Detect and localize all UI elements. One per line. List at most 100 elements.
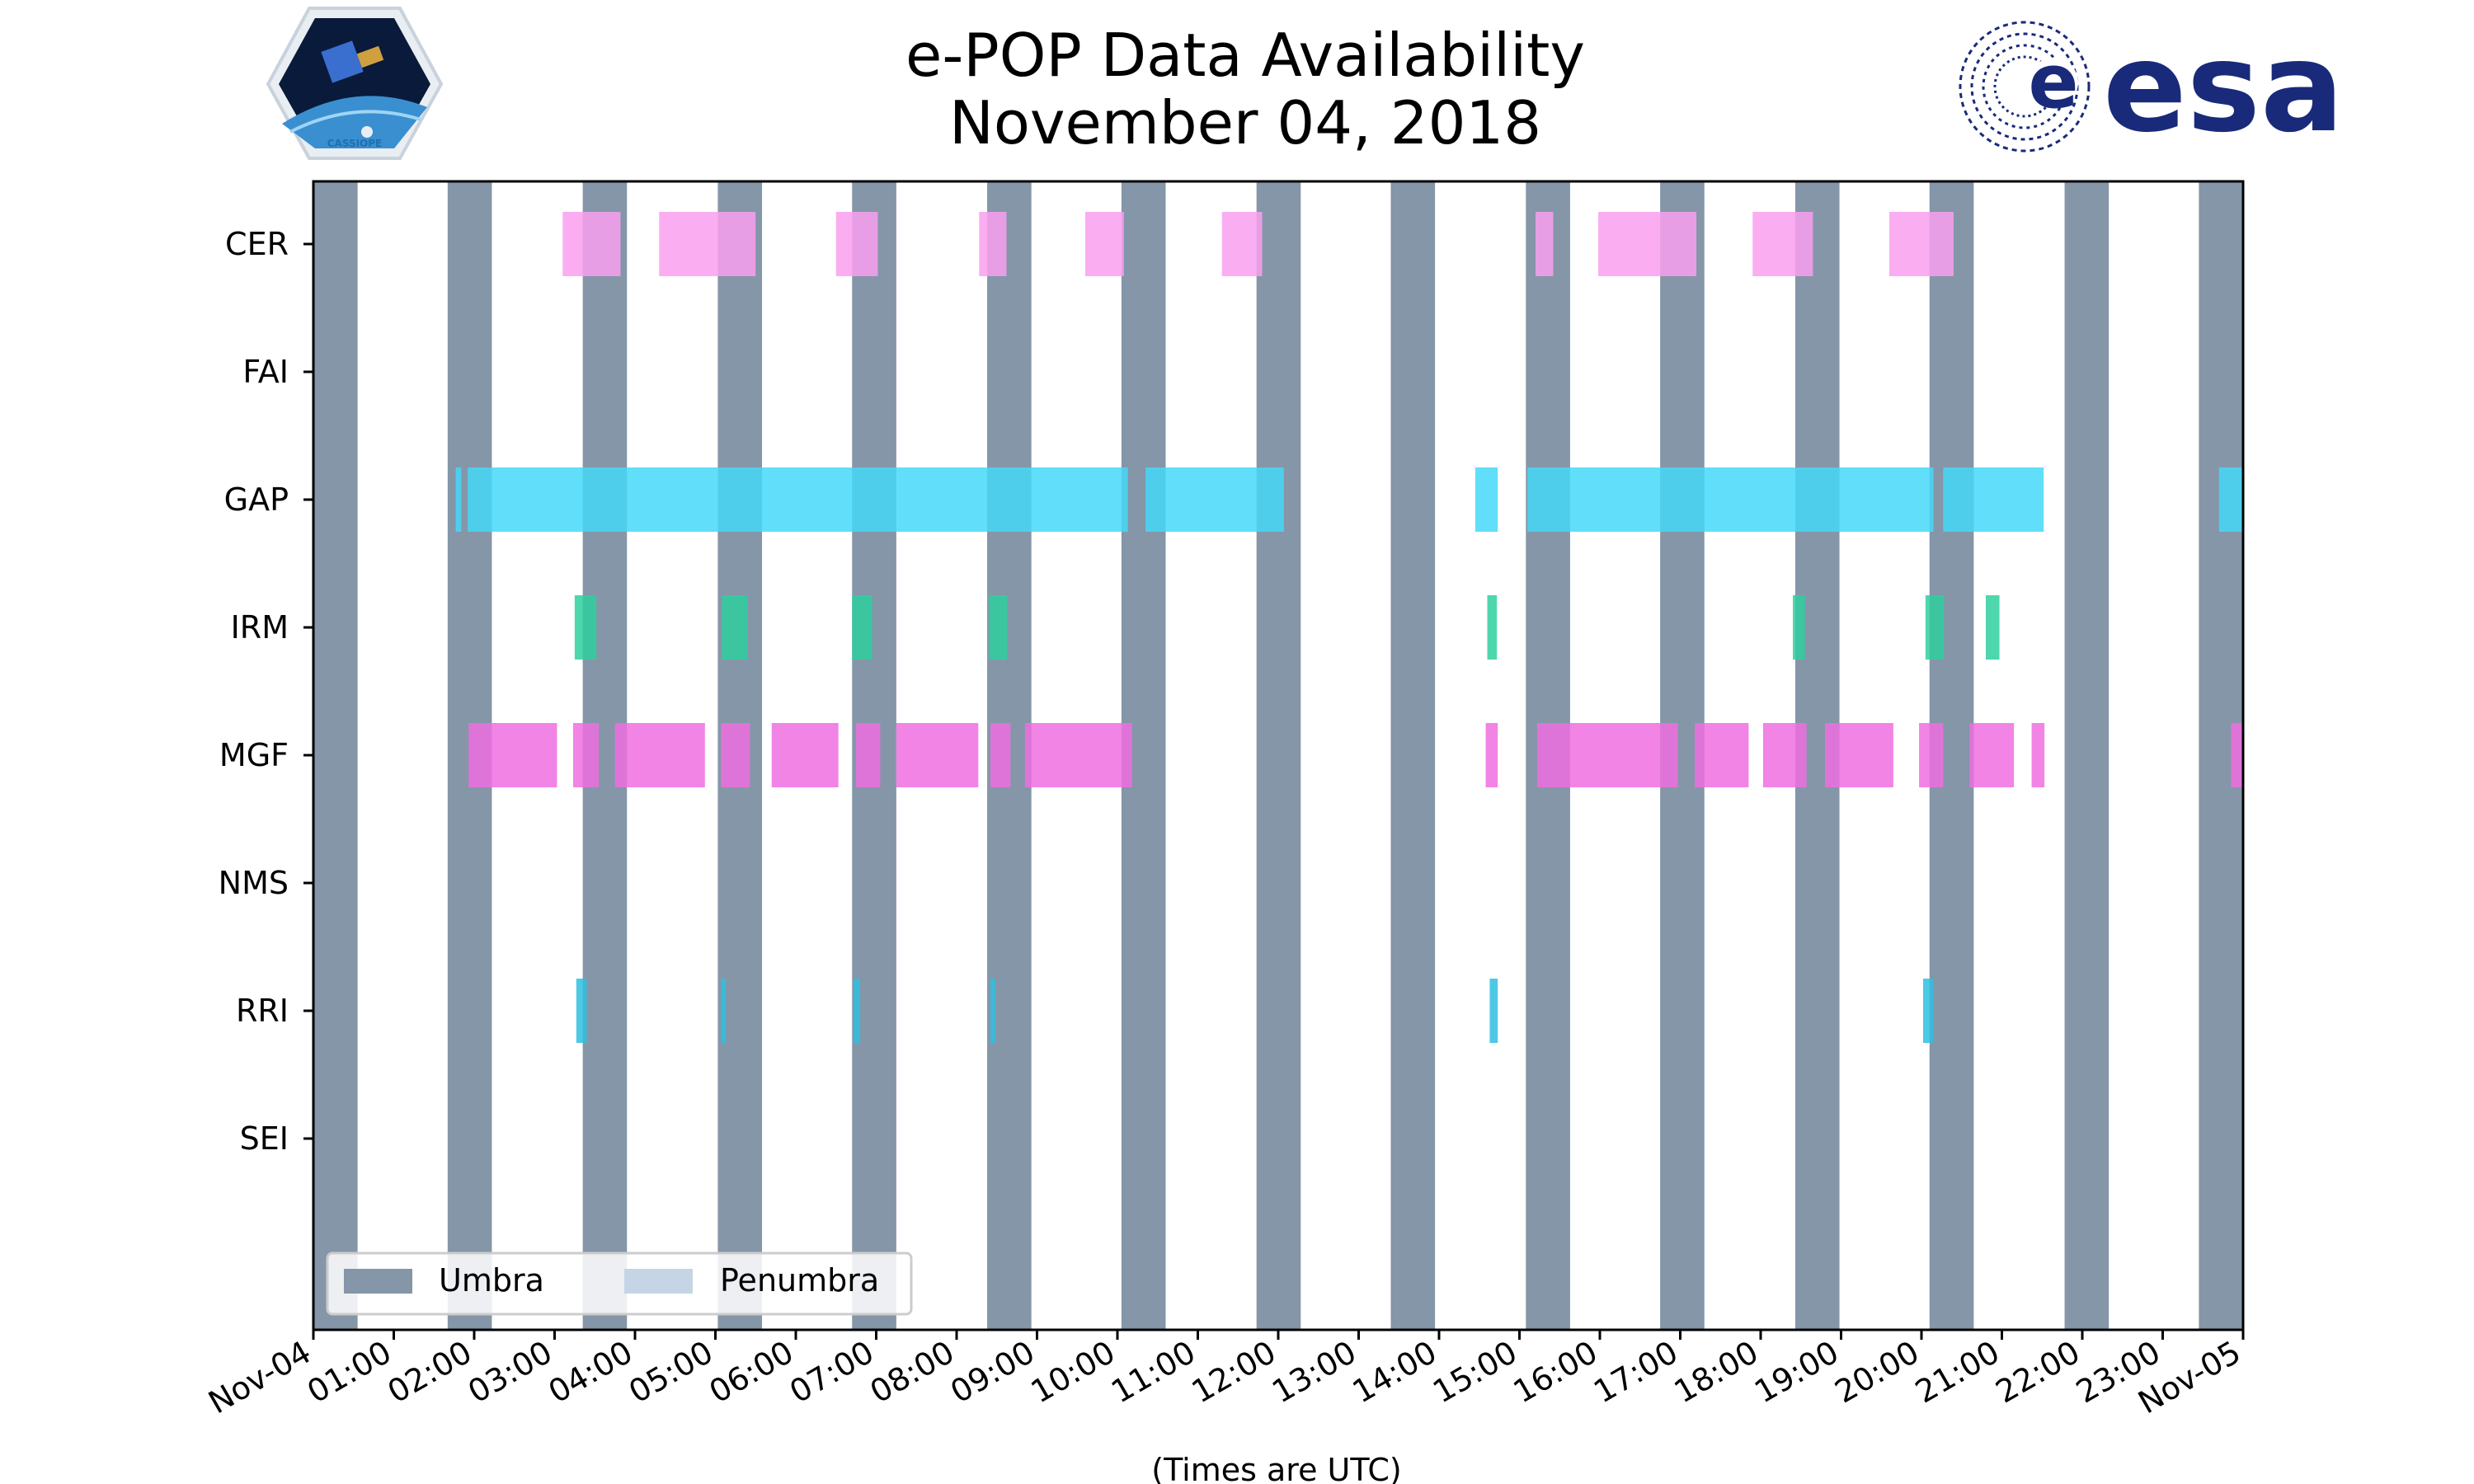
mgf-bar-16 [2031, 723, 2045, 787]
x-tick-label-21: 21:00 [1909, 1334, 2006, 1411]
cer-bar-5 [1221, 212, 1263, 276]
y-tick-label-sei: SEI [240, 1120, 289, 1157]
x-tick-label-22: 22:00 [1990, 1334, 2086, 1411]
gap-bar-6 [2218, 467, 2243, 532]
mgf-bar-13 [1825, 723, 1893, 787]
x-tick-label-10: 10:00 [1025, 1334, 1122, 1411]
chart-title-line1: e-POP Data Availability [905, 21, 1585, 90]
esa-swirl-icon: e [1959, 21, 2091, 153]
irm-bar-6 [1925, 595, 1945, 660]
cer-bar-2 [835, 212, 878, 276]
x-tick-label-15: 15:00 [1427, 1334, 1523, 1411]
gap-bar-5 [1943, 467, 2044, 532]
chart-title-line2: November 04, 2018 [949, 88, 1541, 157]
mgf-bar-10 [1536, 723, 1678, 787]
irm-bar-4 [1487, 595, 1498, 660]
x-tick-label-16: 16:00 [1507, 1334, 1604, 1411]
gap-bar-1 [468, 467, 1128, 532]
mgf-bar-9 [1485, 723, 1498, 787]
irm-bar-1 [722, 595, 748, 660]
x-tick-label-17: 17:00 [1587, 1334, 1684, 1411]
mgf-bar-1 [572, 723, 600, 787]
rri-bar-1 [721, 979, 727, 1043]
y-axis: CER FAI GAP IRM MGF NMS RRI SEI [219, 226, 313, 1157]
x-tick-label-4: 04:00 [543, 1334, 639, 1411]
x-tick-label-12: 12:00 [1186, 1334, 1282, 1411]
x-tick-label-20: 20:00 [1829, 1334, 1926, 1411]
mgf-bar-7 [990, 723, 1011, 787]
mgf-bar-8 [1024, 723, 1132, 787]
y-tick-label-irm: IRM [231, 609, 289, 646]
x-tick-label-2: 02:00 [382, 1334, 478, 1411]
x-tick-label-13: 13:00 [1266, 1334, 1362, 1411]
umbra-band-0 [313, 181, 358, 1330]
x-tick-label-14: 14:00 [1347, 1334, 1443, 1411]
umbra-band-7 [1256, 181, 1301, 1330]
rri-bar-2 [854, 979, 860, 1043]
x-tick-label-1: 01:00 [301, 1334, 397, 1411]
mgf-bar-11 [1695, 723, 1749, 787]
mgf-bar-6 [896, 723, 979, 787]
gap-bar-0 [455, 467, 462, 532]
legend-penumbra-label: Penumbra [720, 1262, 879, 1298]
mgf-bar-3 [721, 723, 750, 787]
rri-bar-3 [990, 979, 995, 1043]
cassiope-logo: CASSIOPE [266, 7, 444, 160]
x-axis-label: (Times are UTC) [1151, 1452, 1401, 1484]
mgf-bar-5 [856, 723, 881, 787]
legend-umbra-swatch [344, 1269, 412, 1294]
cer-bar-0 [562, 212, 621, 276]
y-tick-label-mgf: MGF [219, 737, 289, 773]
x-axis: Nov-0401:0002:0003:0004:0005:0006:0007:0… [202, 1330, 2247, 1421]
umbra-band-13 [2064, 181, 2109, 1330]
x-tick-label-18: 18:00 [1668, 1334, 1765, 1411]
x-tick-label-19: 19:00 [1748, 1334, 1845, 1411]
rri-bar-5 [1922, 979, 1934, 1043]
x-tick-label-5: 05:00 [623, 1334, 719, 1411]
cer-bar-3 [979, 212, 1007, 276]
umbra-band-8 [1390, 181, 1436, 1330]
gap-bar-2 [1145, 467, 1284, 532]
legend: Umbra Penumbra [326, 1252, 913, 1316]
umbra-bands [313, 181, 2243, 1330]
irm-bar-0 [574, 595, 597, 660]
y-tick-label-rri: RRI [236, 993, 289, 1029]
x-tick-label-9: 09:00 [944, 1334, 1041, 1411]
data-bars [455, 212, 2243, 1043]
gap-bar-3 [1475, 467, 1498, 532]
cassiope-logo-text: CASSIOPE [327, 138, 383, 149]
x-tick-label-7: 07:00 [783, 1334, 880, 1411]
cer-bar-9 [1889, 212, 1954, 276]
irm-bar-7 [1986, 595, 2000, 660]
irm-bar-2 [852, 595, 872, 660]
cer-bar-7 [1598, 212, 1696, 276]
mgf-bar-17 [2231, 723, 2243, 787]
legend-umbra-label: Umbra [439, 1262, 544, 1298]
x-tick-label-8: 08:00 [864, 1334, 961, 1411]
mgf-bar-4 [771, 723, 839, 787]
gap-bar-4 [1527, 467, 1934, 532]
x-tick-label-6: 06:00 [703, 1334, 800, 1411]
y-tick-label-gap: GAP [224, 481, 289, 518]
svg-text:e: e [2028, 39, 2078, 125]
x-tick-label-11: 11:00 [1105, 1334, 1202, 1411]
mgf-bar-15 [1969, 723, 2015, 787]
rri-bar-4 [1489, 979, 1498, 1043]
irm-bar-5 [1793, 595, 1805, 660]
mgf-bar-14 [1919, 723, 1944, 787]
cer-bar-4 [1085, 212, 1124, 276]
cer-bar-1 [659, 212, 756, 276]
esa-logo: e esa [1959, 16, 2344, 160]
mgf-bar-12 [1762, 723, 1807, 787]
y-tick-label-cer: CER [225, 226, 289, 262]
cer-bar-8 [1752, 212, 1813, 276]
y-tick-label-fai: FAI [242, 354, 289, 390]
mgf-bar-2 [614, 723, 705, 787]
x-tick-label-3: 03:00 [462, 1334, 558, 1411]
legend-penumbra-swatch [624, 1269, 693, 1294]
rri-bar-0 [576, 979, 587, 1043]
x-tick-label-0: Nov-04 [202, 1334, 317, 1421]
cer-bar-6 [1536, 212, 1554, 276]
mgf-bar-0 [468, 723, 557, 787]
